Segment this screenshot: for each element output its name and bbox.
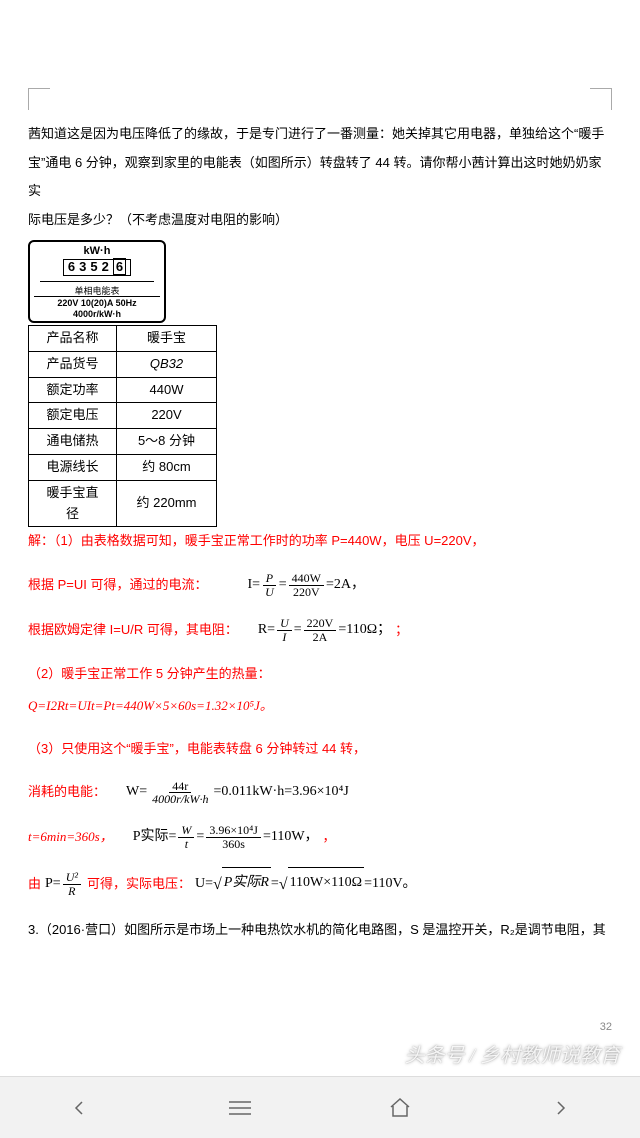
text-line: 际电压是多少？（不考虑温度对电阻的影响） — [28, 206, 612, 235]
meter-arrows — [34, 278, 160, 285]
table-row: 额定电压220V — [29, 403, 217, 429]
solution-text: Q=I2Rt=UIt=Pt=440W×5×60s=1.32×10⁵J。 — [28, 692, 612, 721]
table-row: 暖手宝直径约 220mm — [29, 480, 217, 527]
meter-spec: 4000r/kW·h — [34, 309, 160, 319]
forward-button[interactable] — [545, 1093, 575, 1123]
energy-meter-diagram: kW·h 63526 单相电能表 220V 10(20)A 50Hz 4000r… — [28, 240, 166, 323]
table-row: 通电储热5～8 分钟 — [29, 429, 217, 455]
solution-text: 解：（1）由表格数据可知，暖手宝正常工作时的功率 P=440W，电压 U=220… — [28, 527, 612, 556]
solution-text: （2）暖手宝正常工作 5 分钟产生的热量： — [28, 660, 612, 689]
solution-line: 根据 P=UI 可得，通过的电流： I= PU=440W220V=2A， — [28, 570, 612, 601]
meter-spec: 220V 10(20)A 50Hz — [34, 296, 160, 308]
watermark: 头条号 / 乡村教师说教育 — [404, 1039, 620, 1068]
chevron-right-icon — [552, 1100, 568, 1116]
solution-line: 消耗的电能： W= 44r4000r/kW·h=0.011kW·h=3.96×1… — [28, 777, 612, 808]
menu-button[interactable] — [225, 1093, 255, 1123]
table-row: 额定功率440W — [29, 377, 217, 403]
chevron-left-icon — [72, 1100, 88, 1116]
problem-text: 茜知道这是因为电压降低了的缘故，于是专门进行了一番测量：她关掉其它用电器，单独给… — [28, 120, 612, 234]
solution-line: t=6min=360s， P实际= Wt=3.96×10⁴J360s=110W，… — [28, 822, 612, 853]
meter-reading: 63526 — [63, 259, 131, 276]
table-row: 产品名称暖手宝 — [29, 325, 217, 351]
meter-unit: kW·h — [34, 245, 160, 258]
product-spec-table: 产品名称暖手宝 产品货号QB32 额定功率440W 额定电压220V 通电储热5… — [28, 325, 217, 527]
text-line: 茜知道这是因为电压降低了的缘故，于是专门进行了一番测量：她关掉其它用电器，单独给… — [28, 120, 612, 149]
table-row: 产品货号QB32 — [29, 351, 217, 377]
table-row: 电源线长约 80cm — [29, 454, 217, 480]
formula-voltage: U= √P实际R = √110W×110Ω =110V。 — [195, 867, 417, 902]
corner-mark — [28, 88, 50, 110]
status-bar — [0, 0, 640, 26]
back-button[interactable] — [65, 1093, 95, 1123]
solution-text: （3）只使用这个“暖手宝”，电能表转盘 6 分钟转过 44 转， — [28, 735, 612, 764]
solution-line: 由 P= U²R 可得，实际电压： U= √P实际R = √110W×110Ω … — [28, 867, 612, 902]
page-number: 32 — [600, 1021, 612, 1033]
question-3: 3.（2016·营口）如图所示是市场上一种电热饮水机的简化电路图，S 是温控开关… — [28, 916, 612, 945]
formula-pu2r: P= U²R — [45, 869, 83, 900]
formula-resistance: R= UI=220V2A=110Ω； — [258, 615, 391, 646]
formula-current: I= PU=440W220V=2A， — [248, 570, 365, 601]
menu-icon — [229, 1100, 251, 1116]
formula-power: P实际= Wt=3.96×10⁴J360s=110W， — [133, 822, 319, 853]
home-icon — [389, 1098, 411, 1118]
text-line: 宝”通电 6 分钟，观察到家里的电能表（如图所示）转盘转了 44 转。请你帮小茜… — [28, 149, 612, 206]
document-page: 茜知道这是因为电压降低了的缘故，于是专门进行了一番测量：她关掉其它用电器，单独给… — [0, 0, 640, 945]
formula-energy: W= 44r4000r/kW·h=0.011kW·h=3.96×10⁴J — [126, 777, 349, 808]
corner-mark — [590, 88, 612, 110]
nav-bar — [0, 1076, 640, 1138]
solution-line: 根据欧姆定律 I=U/R 可得，其电阻： R= UI=220V2A=110Ω； … — [28, 615, 612, 646]
home-button[interactable] — [385, 1093, 415, 1123]
meter-label: 单相电能表 — [34, 286, 160, 296]
